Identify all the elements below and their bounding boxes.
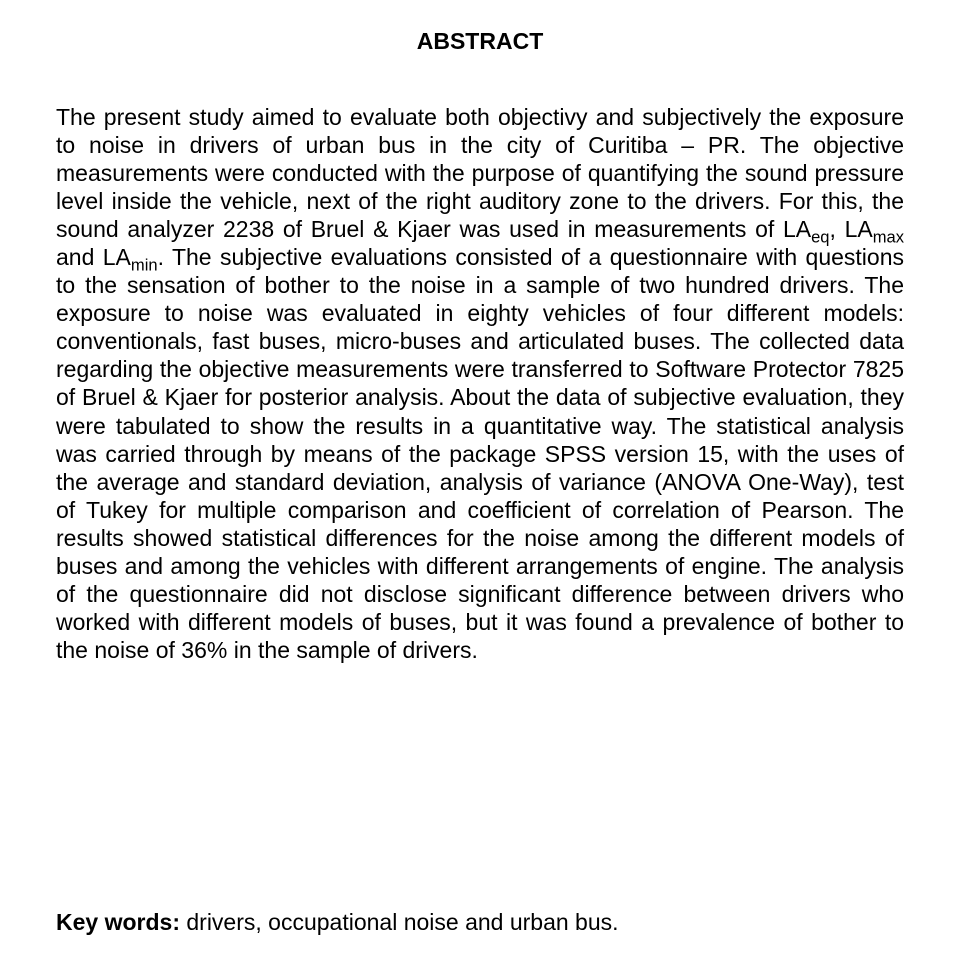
keywords-text: drivers, occupational noise and urban bu… [180,909,619,935]
abstract-body: The present study aimed to evaluate both… [56,103,904,664]
keywords-label: Key words: [56,909,180,935]
keywords-line: Key words: drivers, occupational noise a… [56,909,904,936]
page: ABSTRACT The present study aimed to eval… [0,0,960,960]
abstract-title: ABSTRACT [56,28,904,55]
